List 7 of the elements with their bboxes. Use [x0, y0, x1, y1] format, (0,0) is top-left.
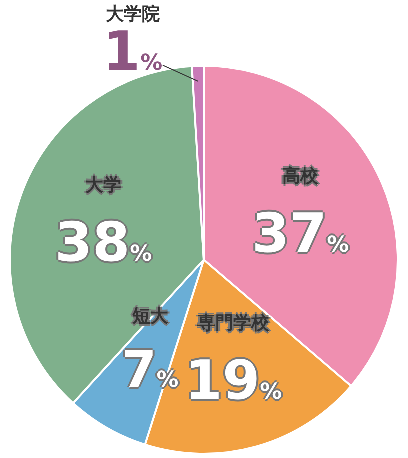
- data-label: 37%: [252, 202, 350, 266]
- slice-label: 専門学校: [196, 313, 271, 334]
- data-label: 19%: [185, 349, 282, 412]
- data-label: 38%: [55, 211, 152, 274]
- slice-label: 高校: [282, 166, 320, 187]
- slice-label: 短大: [131, 306, 170, 327]
- slice-label: 大学: [84, 175, 122, 196]
